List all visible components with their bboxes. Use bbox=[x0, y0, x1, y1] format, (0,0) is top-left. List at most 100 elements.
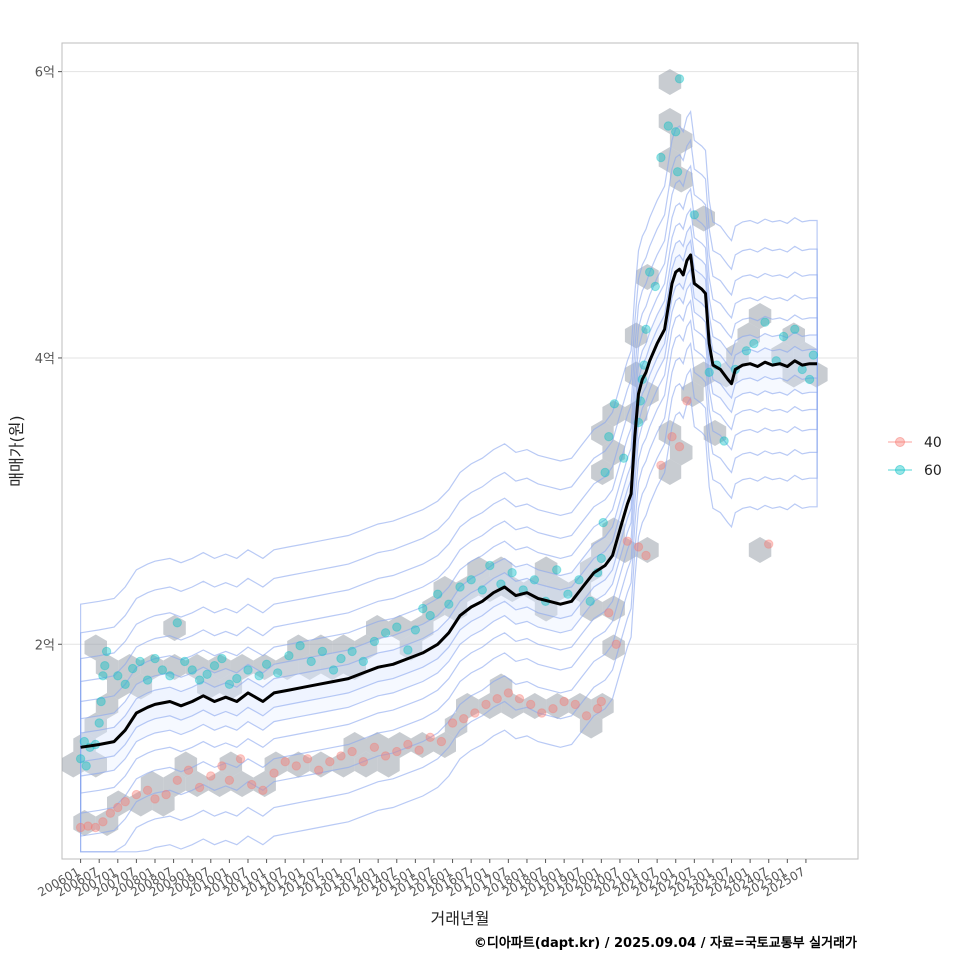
data-point-40 bbox=[596, 696, 606, 707]
hexbin-cell bbox=[95, 693, 119, 719]
data-point-60 bbox=[444, 599, 454, 609]
data-point-40 bbox=[183, 765, 194, 775]
data-point-40 bbox=[514, 694, 525, 704]
data-point-60 bbox=[529, 575, 540, 585]
data-point-60 bbox=[804, 374, 815, 385]
data-point-60 bbox=[689, 210, 699, 220]
data-point-60 bbox=[719, 436, 729, 446]
data-point-60 bbox=[598, 517, 608, 528]
data-point-60 bbox=[232, 673, 242, 684]
data-point-60 bbox=[596, 553, 606, 564]
data-point-40 bbox=[269, 768, 279, 778]
data-point-60 bbox=[81, 761, 91, 771]
hexbin-cell bbox=[298, 654, 321, 680]
data-point-60 bbox=[75, 754, 86, 764]
data-point-40 bbox=[633, 542, 644, 552]
density-contour bbox=[80, 224, 818, 777]
data-point-60 bbox=[585, 596, 595, 606]
hexbin-cell bbox=[95, 810, 119, 836]
data-point-40 bbox=[336, 751, 346, 761]
data-point-60 bbox=[254, 671, 264, 681]
data-point-60 bbox=[600, 467, 610, 478]
data-point-40 bbox=[194, 782, 205, 793]
data-point-40 bbox=[217, 761, 227, 771]
hexbin-cell bbox=[456, 693, 479, 719]
y-tick-label: 2억 bbox=[35, 638, 55, 653]
density-contour bbox=[80, 138, 818, 853]
hexbin-cell bbox=[748, 537, 772, 563]
data-point-60 bbox=[336, 653, 346, 664]
data-point-60 bbox=[142, 675, 153, 685]
trend-line bbox=[80, 253, 818, 749]
data-point-60 bbox=[619, 453, 629, 463]
hexbin-cell bbox=[152, 790, 175, 817]
hexbin-cell bbox=[377, 751, 400, 778]
hexbin-cell bbox=[62, 751, 85, 778]
data-point-40 bbox=[98, 817, 108, 827]
data-point-60 bbox=[217, 653, 227, 664]
data-point-60 bbox=[101, 646, 112, 657]
data-point-60 bbox=[704, 367, 714, 377]
data-point-60 bbox=[306, 656, 316, 667]
hexbin-cell bbox=[388, 615, 411, 641]
hexbin-cell bbox=[613, 537, 637, 563]
x-axis-title: 거래년월 bbox=[431, 909, 490, 928]
legend-label-40: 40 bbox=[924, 435, 942, 451]
hexbin-cell bbox=[771, 342, 794, 368]
hexbin-cell bbox=[366, 732, 389, 758]
hexbin-cell bbox=[366, 615, 389, 641]
hexbin-cell bbox=[726, 342, 749, 368]
hexbin-cell bbox=[602, 400, 625, 427]
hexbin-cell bbox=[534, 556, 558, 583]
data-point-40 bbox=[641, 550, 651, 561]
data-point-40 bbox=[656, 460, 666, 470]
data-point-40 bbox=[206, 771, 216, 781]
hexbin-cell bbox=[253, 654, 276, 680]
data-point-60 bbox=[261, 659, 272, 669]
legend-label-60: 60 bbox=[924, 463, 942, 479]
hexbin-cell bbox=[208, 654, 231, 680]
data-point-60 bbox=[202, 669, 212, 679]
data-point-40 bbox=[470, 708, 480, 718]
hexbin-cell bbox=[579, 556, 603, 583]
data-point-40 bbox=[120, 797, 130, 807]
data-point-60 bbox=[165, 671, 175, 681]
hexbin-cell bbox=[579, 595, 603, 622]
hexbin-cell bbox=[658, 420, 682, 446]
hexbin-cell bbox=[478, 576, 502, 602]
data-point-60 bbox=[94, 718, 104, 728]
data-point-60 bbox=[284, 651, 294, 661]
trend-layer bbox=[80, 253, 818, 749]
hexbin-cell bbox=[546, 693, 569, 719]
data-point-40 bbox=[559, 696, 569, 707]
data-point-60 bbox=[317, 646, 328, 657]
data-point-40 bbox=[548, 704, 558, 714]
data-point-40 bbox=[369, 742, 380, 752]
data-point-60 bbox=[645, 267, 655, 277]
data-point-60 bbox=[135, 656, 145, 667]
data-point-60 bbox=[455, 582, 465, 592]
data-point-60 bbox=[563, 589, 573, 599]
data-point-40 bbox=[414, 745, 424, 755]
hexbin-cell bbox=[197, 673, 220, 700]
hexbin-cell bbox=[636, 264, 659, 290]
hexbin-cell bbox=[658, 459, 682, 485]
data-point-40 bbox=[526, 699, 536, 710]
plot-panel bbox=[61, 42, 859, 860]
data-point-60 bbox=[466, 575, 476, 585]
data-point-60 bbox=[180, 656, 190, 667]
hexbin-cell bbox=[388, 732, 411, 758]
data-point-40 bbox=[581, 711, 592, 721]
data-point-60 bbox=[347, 646, 357, 657]
hexbin-cell bbox=[118, 654, 141, 680]
hexbin-cell bbox=[636, 537, 659, 563]
density-contour bbox=[80, 207, 818, 794]
data-point-60 bbox=[485, 560, 495, 571]
data-point-60 bbox=[98, 671, 108, 681]
data-point-60 bbox=[674, 74, 685, 84]
hexbin-cell bbox=[107, 673, 130, 700]
data-point-40 bbox=[105, 808, 116, 818]
density-contour bbox=[80, 164, 818, 837]
hexbin-cell bbox=[523, 693, 547, 719]
